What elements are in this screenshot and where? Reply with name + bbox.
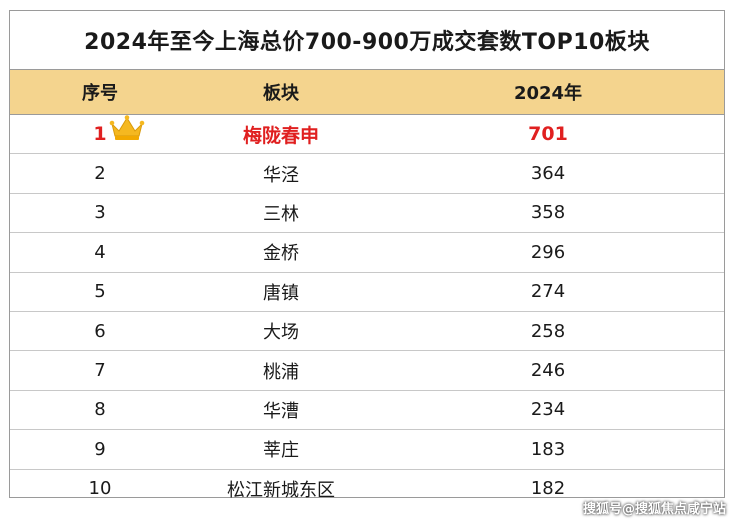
area-cell: 莘庄 [190, 429, 372, 470]
area-cell: 大场 [190, 311, 372, 352]
table-row: 8 华漕 234 [10, 390, 724, 431]
rank-cell: 10 [88, 478, 112, 500]
rank-cell: 3 [10, 193, 190, 234]
table-row: 1 梅陇春申 701 [10, 114, 724, 155]
table-header-row: 序号 板块 2024年 [10, 69, 724, 115]
rank-cell: 8 [10, 390, 190, 431]
crown-icon [110, 115, 145, 141]
table-row: 5 唐镇 274 [10, 272, 724, 312]
count-cell: 234 [372, 390, 724, 431]
header-area: 板块 [190, 69, 372, 115]
source-watermark: 搜狐号@搜狐焦点咸宁站 [582, 502, 726, 517]
rank-cell: 4 [10, 232, 190, 273]
count-cell: 274 [372, 272, 724, 312]
rank-cell: 6 [10, 311, 190, 352]
header-rank: 序号 [10, 69, 190, 115]
area-cell: 华漕 [190, 390, 372, 431]
table-row: 10 松江新城东区 182 [10, 469, 724, 508]
area-cell: 唐镇 [190, 272, 372, 312]
count-cell: 258 [372, 311, 724, 352]
rank-cell: 7 [10, 350, 190, 391]
count-cell: 364 [372, 153, 724, 194]
area-cell: 梅陇春申 [190, 114, 372, 155]
area-cell: 金桥 [190, 232, 372, 273]
count-cell: 182 [530, 478, 566, 500]
table-row: 3 三林 358 [10, 193, 724, 234]
count-cell: 183 [372, 429, 724, 470]
area-cell: 三林 [190, 193, 372, 234]
rank-cell: 2 [10, 153, 190, 194]
header-count: 2024年 [372, 69, 724, 115]
rank-cell: 1 [10, 114, 190, 155]
rank-cell: 5 [10, 272, 190, 312]
rank-value: 1 [93, 123, 107, 146]
area-cell: 华泾 [190, 153, 372, 194]
count-cell: 296 [372, 232, 724, 273]
table-row: 7 桃浦 246 [10, 350, 724, 391]
ranking-table-frame: 2024年至今上海总价700-900万成交套数TOP10板块 序号 板块 202… [9, 10, 725, 501]
ranking-table: 序号 板块 2024年 1 [10, 69, 724, 508]
area-cell: 松江新城东区 [227, 479, 335, 501]
count-cell: 246 [372, 350, 724, 391]
table-row: 2 华泾 364 [10, 153, 724, 194]
count-cell: 358 [372, 193, 724, 234]
table-row: 4 金桥 296 [10, 232, 724, 273]
rank-cell: 9 [10, 429, 190, 470]
table-row: 6 大场 258 [10, 311, 724, 352]
area-cell: 桃浦 [190, 350, 372, 391]
table-row: 9 莘庄 183 [10, 429, 724, 470]
count-cell: 701 [372, 114, 724, 155]
table-title: 2024年至今上海总价700-900万成交套数TOP10板块 [84, 30, 650, 55]
rank-with-crown: 1 [93, 115, 145, 146]
